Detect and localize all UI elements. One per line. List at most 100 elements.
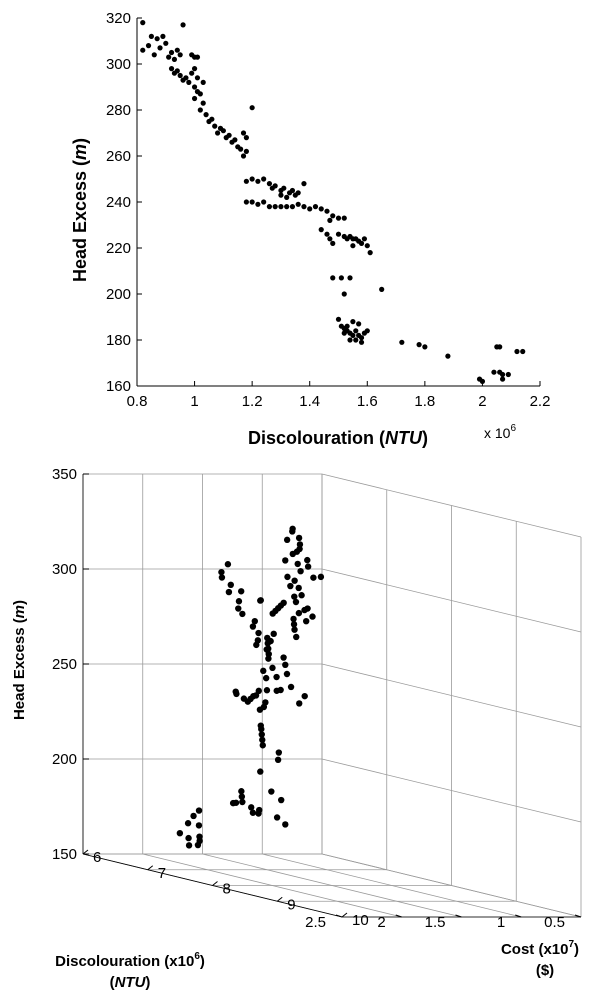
- data-point: [505, 371, 511, 378]
- data-point: [335, 231, 342, 237]
- data-point: [293, 633, 300, 641]
- data-point: [361, 236, 368, 242]
- data-point: [497, 344, 503, 350]
- y-axis-unit: ($): [536, 962, 554, 979]
- data-point: [263, 687, 271, 694]
- data-point: [284, 573, 291, 581]
- data-point: [304, 563, 312, 570]
- data-point: [263, 646, 270, 653]
- wall-grid-line: [321, 853, 582, 918]
- data-point: [274, 756, 282, 764]
- data-point: [195, 822, 203, 829]
- y-tick-mark: [212, 881, 218, 886]
- data-point: [226, 132, 232, 138]
- data-point: [272, 183, 278, 189]
- data-point-layer: [140, 20, 526, 384]
- tick-layer: 0.8 1 1.2 1.4 1.6 1.8 2 2.2 160 180 200 220 240 260 28…: [106, 10, 550, 410]
- data-point: [183, 75, 189, 81]
- data-point: [350, 243, 356, 249]
- x-tick-label: 1.8: [414, 393, 435, 410]
- x-tick-mark: [335, 914, 343, 918]
- data-point: [243, 135, 249, 141]
- data-point: [335, 215, 342, 221]
- data-point: [196, 833, 203, 840]
- y-tick-mark: [276, 896, 283, 902]
- data-point: [259, 742, 266, 749]
- data-point: [154, 36, 160, 42]
- data-point: [140, 47, 146, 53]
- data-point: [259, 736, 266, 744]
- data-point: [341, 330, 347, 336]
- data-point: [327, 217, 333, 223]
- data-point: [301, 692, 308, 700]
- data-point: [364, 243, 370, 249]
- data-point: [224, 561, 232, 568]
- data-point: [304, 556, 311, 564]
- x-tick-label: 2.2: [530, 393, 551, 410]
- data-point: [261, 199, 267, 205]
- data-point: [195, 807, 203, 814]
- data-point-layer: [176, 525, 325, 849]
- data-point: [157, 45, 163, 51]
- data-point: [191, 95, 198, 102]
- data-point: [278, 204, 284, 210]
- data-point: [235, 598, 243, 605]
- data-point: [266, 204, 273, 210]
- data-point: [341, 215, 347, 221]
- data-point: [240, 130, 247, 136]
- data-point: [251, 617, 258, 625]
- data-point: [225, 588, 233, 596]
- wall-grid-line: [321, 663, 582, 728]
- data-point: [249, 623, 257, 630]
- y-tick-label: 180: [106, 332, 131, 349]
- data-point: [358, 240, 365, 246]
- data-point: [293, 548, 301, 555]
- data-point: [238, 793, 246, 800]
- data-point: [194, 54, 201, 60]
- data-point: [330, 213, 336, 219]
- x-tick-label: 2: [377, 914, 385, 931]
- x-tick-label: 1: [190, 393, 198, 410]
- y-tick-label: 9: [287, 896, 295, 913]
- data-point: [260, 667, 267, 675]
- data-point: [256, 706, 264, 713]
- x-axis-label: Discolouration (x106): [55, 951, 205, 970]
- data-point: [249, 176, 255, 182]
- data-point: [289, 204, 296, 210]
- data-point: [238, 146, 244, 152]
- z-axis-label: Head Excess (m): [11, 600, 28, 720]
- data-point: [258, 731, 265, 738]
- data-point: [282, 821, 289, 828]
- data-point: [269, 664, 276, 672]
- data-point: [273, 687, 280, 694]
- data-point: [338, 275, 344, 281]
- data-point: [237, 588, 245, 595]
- data-point: [353, 337, 359, 343]
- x-tick-label: 1: [497, 914, 505, 931]
- data-point: [307, 206, 313, 212]
- data-point: [499, 376, 506, 382]
- data-point: [160, 33, 166, 40]
- data-point: [298, 592, 305, 599]
- y-tick-label: 320: [106, 10, 131, 27]
- data-point: [275, 749, 283, 756]
- data-point: [258, 725, 265, 733]
- data-point: [491, 369, 497, 375]
- data-point: [289, 187, 296, 194]
- wall-grid-line: [321, 568, 582, 633]
- data-point: [177, 52, 183, 58]
- data-point: [287, 582, 294, 590]
- data-point: [422, 344, 428, 350]
- data-point: [268, 788, 275, 795]
- y-tick-label: 300: [106, 56, 131, 73]
- data-point: [301, 204, 307, 210]
- data-point: [190, 812, 197, 820]
- data-point: [249, 105, 255, 111]
- z-tick-label: 200: [52, 751, 77, 768]
- data-point: [353, 328, 359, 334]
- data-point: [341, 291, 347, 297]
- z-tick-label: 150: [52, 846, 77, 863]
- x-tick-label: 1.5: [425, 914, 446, 931]
- data-point: [291, 577, 298, 584]
- data-point: [282, 557, 289, 564]
